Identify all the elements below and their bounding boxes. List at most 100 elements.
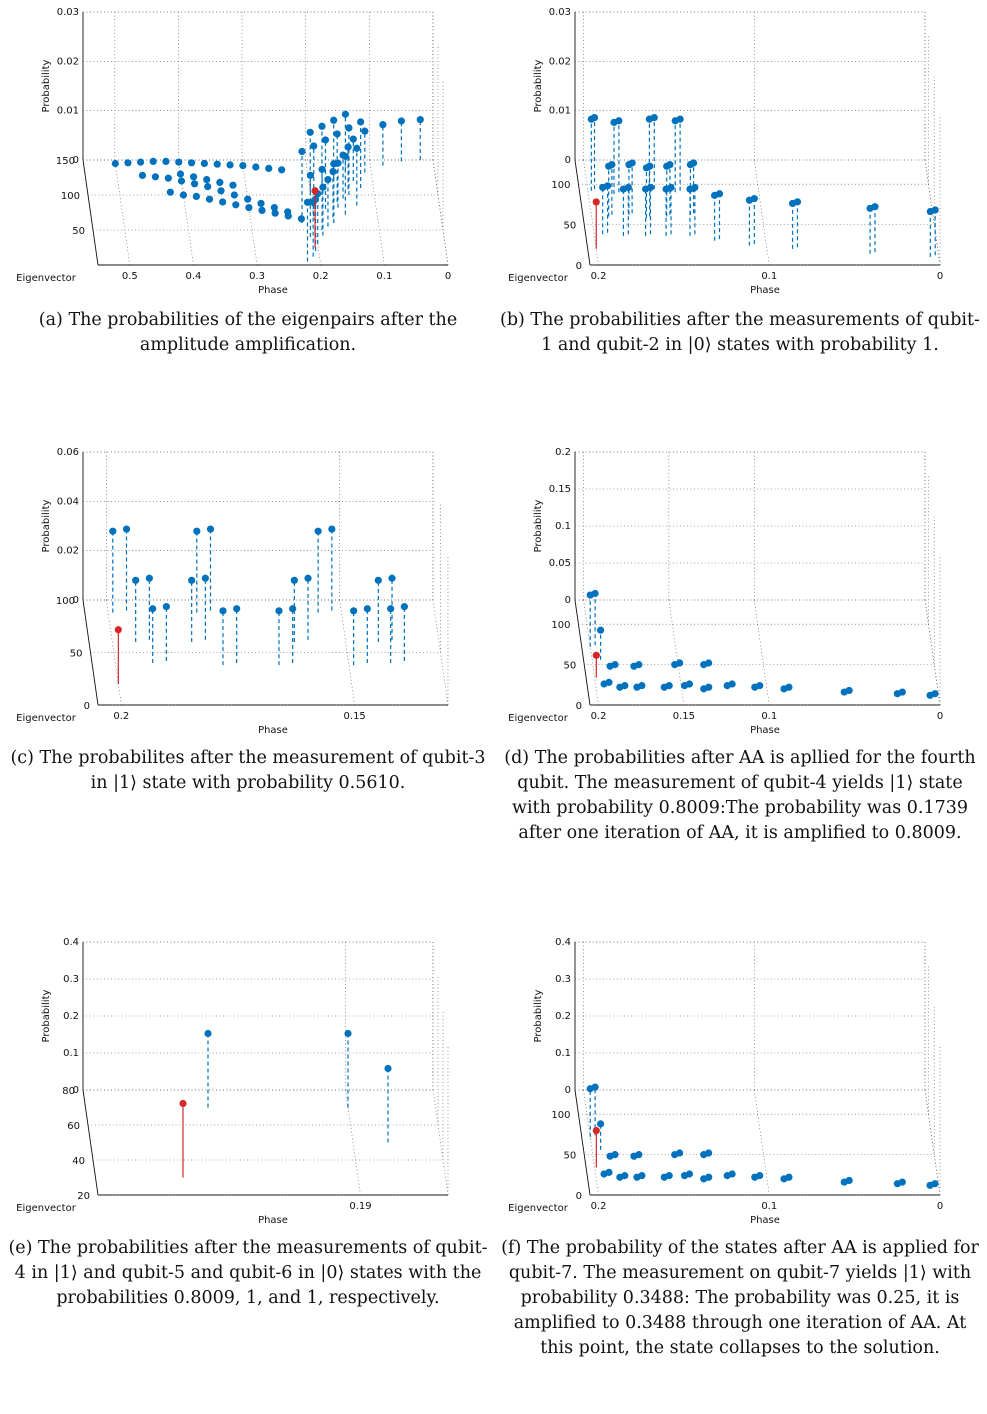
- x-tick-label: 0.15: [344, 711, 366, 722]
- stem-marker: [756, 1172, 764, 1180]
- stem-marker: [785, 1173, 793, 1181]
- stem-marker: [145, 574, 153, 582]
- stem-marker: [728, 1170, 736, 1178]
- stem-marker: [728, 680, 736, 688]
- z-tick-label: 0.01: [57, 106, 79, 117]
- z-tick-label: 0.05: [549, 558, 571, 569]
- stem-marker: [793, 198, 802, 206]
- stem-marker: [232, 201, 240, 209]
- chart-e: 0.19 20 40 60 80 0 0.1 0.2 0.3 0.4 Phase Eigenvecto…: [8, 930, 488, 1230]
- stem-marker: [685, 680, 694, 688]
- stem-marker: [597, 1120, 605, 1128]
- y-axis-label: Eigenvector: [508, 273, 569, 284]
- stem-marker: [200, 159, 209, 168]
- stem-marker: [638, 682, 646, 690]
- stem-marker: [330, 116, 338, 124]
- z-tick-label: 0: [565, 595, 571, 606]
- z-tick-label: 0.4: [63, 937, 79, 948]
- stem-marker: [136, 158, 145, 166]
- stem-marker: [591, 1083, 599, 1091]
- stem-marker: [298, 147, 306, 156]
- stem-marker: [387, 605, 395, 613]
- stem-marker: [189, 173, 198, 181]
- x-grid-line: [753, 1089, 770, 1196]
- stem-marker: [363, 605, 371, 613]
- stem-marker: [715, 190, 724, 198]
- y-tick-label: 100: [551, 620, 570, 631]
- z-axis-label: Probability: [41, 59, 52, 112]
- x-tick-label: 0: [937, 1201, 943, 1212]
- z-tick-label: 0.4: [555, 937, 571, 948]
- x-axis-label: Phase: [258, 1215, 288, 1226]
- stem-marker: [258, 206, 266, 214]
- x-axis-label: Phase: [258, 725, 288, 736]
- chart-svg: 0.19 20 40 60 800 0.1 0.2 0.3 0.4 Phase Eigenvecto…: [16, 937, 449, 1226]
- x-grid-line: [369, 159, 385, 266]
- stem-marker: [193, 527, 201, 535]
- floor-right-edge: [432, 1089, 449, 1196]
- stem-marker: [257, 199, 265, 207]
- z-tick-label: 0: [73, 595, 79, 606]
- x-tick-label: 0: [937, 711, 943, 722]
- stem-marker: [138, 171, 147, 179]
- solution-marker: [592, 1126, 600, 1135]
- y-tick-label: 50: [563, 1151, 576, 1162]
- y-tick-label: 50: [563, 661, 576, 672]
- x-tick-label: 0.1: [761, 711, 777, 722]
- stem-marker: [244, 195, 252, 203]
- stem-marker: [284, 212, 292, 220]
- x-grid-line: [753, 159, 770, 266]
- stem-marker: [691, 183, 699, 192]
- z-axis-label: Probability: [41, 499, 52, 552]
- stem-marker: [187, 159, 196, 167]
- y-axis-line: [82, 1089, 99, 1196]
- stem-marker: [608, 161, 616, 169]
- x-tick-label: 0.5: [122, 271, 138, 282]
- stem-marker: [219, 198, 227, 206]
- x-tick-label: 0.2: [591, 1201, 607, 1212]
- y-tick-label: 50: [70, 649, 83, 660]
- stem-marker: [124, 159, 132, 167]
- stem-marker: [290, 576, 298, 584]
- z-tick-label: 0.03: [549, 7, 571, 18]
- stem-marker: [685, 1170, 694, 1178]
- stem-marker: [341, 110, 350, 118]
- stem-marker: [304, 574, 312, 582]
- stem-marker: [591, 589, 599, 598]
- stem-marker: [111, 159, 119, 168]
- stem-marker: [252, 163, 260, 171]
- stem-marker: [638, 1172, 646, 1180]
- stem-marker: [226, 161, 234, 169]
- chart-f: 0 0.1 0.2 0 50 100 0 0.1 0.2 0.3 0.4 Phase Eigenvect…: [500, 930, 980, 1230]
- stem-marker: [271, 209, 279, 217]
- z-tick-label: 0.2: [63, 1011, 79, 1022]
- stem-marker: [350, 607, 358, 615]
- stem-marker: [230, 191, 238, 199]
- stem-marker: [239, 162, 247, 170]
- chart-a: 0 0.1 0.2 0.3 0.4 0.5 50 100 150 0 0.01 0.02 0.03 Pha…: [8, 0, 488, 300]
- stem-marker: [192, 192, 200, 200]
- stem-marker: [297, 215, 305, 223]
- stem-marker: [306, 171, 314, 179]
- stem-marker: [374, 576, 382, 584]
- stem-marker: [303, 198, 312, 206]
- y-tick-label: 0: [576, 261, 582, 272]
- stem-marker: [349, 135, 357, 143]
- stem-marker: [416, 115, 424, 124]
- caption-a: (a) The probabilities of the eigenpairs …: [38, 310, 458, 355]
- caption-e: (e) The probabilities after the measurem…: [8, 1238, 488, 1308]
- x-grid-line: [583, 599, 599, 706]
- x-grid-line: [241, 159, 258, 266]
- stem-marker: [310, 142, 318, 150]
- stem-marker: [206, 525, 215, 533]
- stem-marker: [931, 1180, 939, 1188]
- stem-marker: [203, 176, 211, 184]
- caption-f: (f) The probability of the states after …: [501, 1238, 979, 1358]
- stem-marker: [233, 605, 241, 613]
- stem-marker: [676, 1149, 684, 1157]
- stem-marker: [384, 1064, 392, 1073]
- z-tick-label: 0: [73, 155, 79, 166]
- z-tick-label: 0.06: [57, 447, 79, 458]
- stem-marker: [176, 170, 185, 178]
- y-tick-label: 100: [551, 1110, 570, 1121]
